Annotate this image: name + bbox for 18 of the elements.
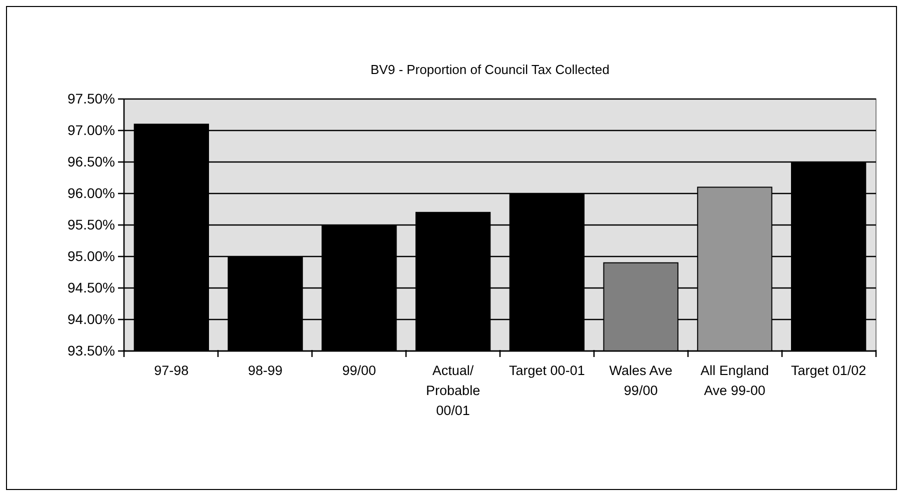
y-tick-label: 96.00% — [68, 184, 115, 201]
x-tick-label: Target 01/02 — [791, 363, 866, 378]
y-tick-label: 94.00% — [68, 310, 115, 327]
x-tick-label: All England Ave 99-00 — [700, 363, 769, 398]
x-tick-label: Target 00-01 — [509, 363, 585, 378]
y-tick-label: 94.50% — [68, 279, 115, 296]
x-tick-label: Wales Ave 99/00 — [609, 363, 672, 398]
x-tick-label: Actual/ Probable 00/01 — [426, 363, 480, 418]
x-tick-label: 98-99 — [248, 363, 283, 378]
y-tick-label: 93.50% — [68, 342, 115, 358]
x-tick-label: 99/00 — [342, 363, 376, 378]
chart-title: BV9 - Proportion of Council Tax Collected — [370, 62, 610, 77]
y-tick-label: 97.50% — [68, 90, 115, 106]
y-tick-label: 96.50% — [68, 153, 115, 170]
x-tick-label: 97-98 — [154, 363, 189, 378]
y-tick-label: 95.00% — [68, 248, 115, 264]
y-tick-label: 97.00% — [68, 122, 115, 138]
y-tick-label: 95.50% — [68, 216, 115, 232]
